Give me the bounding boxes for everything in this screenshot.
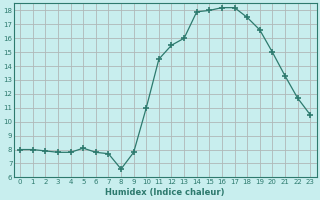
X-axis label: Humidex (Indice chaleur): Humidex (Indice chaleur) (106, 188, 225, 197)
